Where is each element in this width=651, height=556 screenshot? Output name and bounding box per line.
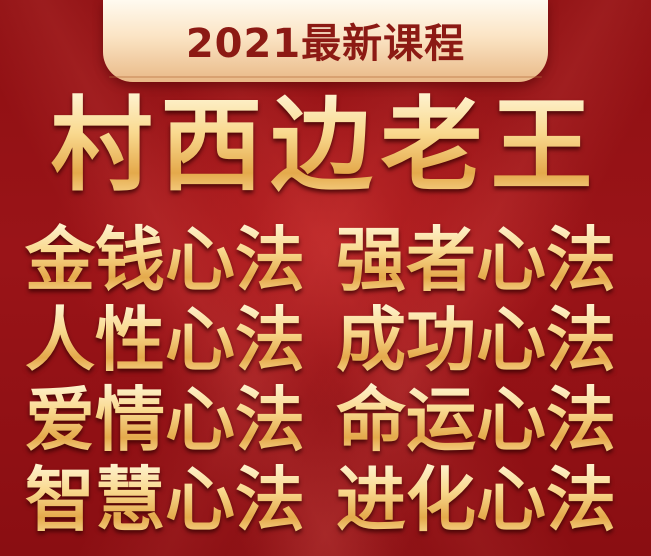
course-item: 命运心法 [328,380,631,460]
course-item: 爱情心法 [25,380,328,460]
top-banner: 2021最新课程 [103,0,548,82]
banner-text: 2021最新课程 [185,21,466,67]
course-item: 强者心法 [328,220,631,300]
course-item: 进化心法 [328,460,631,540]
main-title: 村西边老王 [0,88,651,206]
course-item: 智慧心法 [25,460,328,540]
course-item: 人性心法 [25,300,328,380]
course-item: 成功心法 [328,300,631,380]
course-item: 金钱心法 [25,220,328,300]
course-grid: 金钱心法 强者心法 人性心法 成功心法 爱情心法 命运心法 智慧心法 进化心法 [25,220,631,540]
